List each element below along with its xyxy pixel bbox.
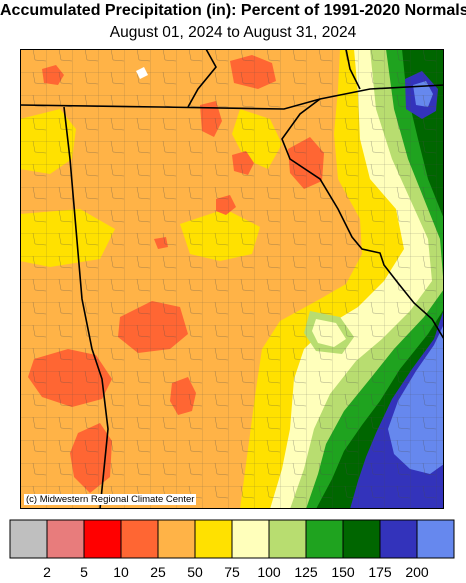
legend-swatch [379, 519, 418, 559]
credit-label: (c) Midwestern Regional Climate Center [24, 494, 197, 505]
county-boundaries [20, 49, 444, 509]
legend-tick: 5 [80, 564, 88, 580]
legend-tick: 125 [294, 564, 318, 580]
legend-tick: 2 [43, 564, 51, 580]
legend-swatch [157, 519, 196, 559]
legend-swatch [194, 519, 233, 559]
legend-swatch [120, 519, 159, 559]
map-title: Accumulated Precipitation (in): Percent … [0, 2, 466, 19]
legend-swatch [231, 519, 270, 559]
legend-tick: 50 [187, 564, 203, 580]
legend-swatch [268, 519, 307, 559]
legend-swatch [9, 519, 48, 559]
region-white-patch [136, 67, 148, 79]
precipitation-map [20, 49, 444, 509]
legend-swatch [305, 519, 344, 559]
legend-swatch [83, 519, 122, 559]
legend-tick: 10 [113, 564, 129, 580]
legend-tick: 100 [257, 564, 281, 580]
legend-tick: 25 [150, 564, 166, 580]
legend-tick: 75 [224, 564, 240, 580]
legend-swatch [416, 519, 455, 559]
legend-tick: 150 [331, 564, 355, 580]
legend-tick: 200 [405, 564, 429, 580]
legend-swatch [46, 519, 85, 559]
legend-swatch [342, 519, 381, 559]
legend-tick: 175 [368, 564, 392, 580]
date-range-subtitle: August 01, 2024 to August 31, 2024 [109, 24, 357, 41]
state-boundaries [20, 49, 444, 509]
